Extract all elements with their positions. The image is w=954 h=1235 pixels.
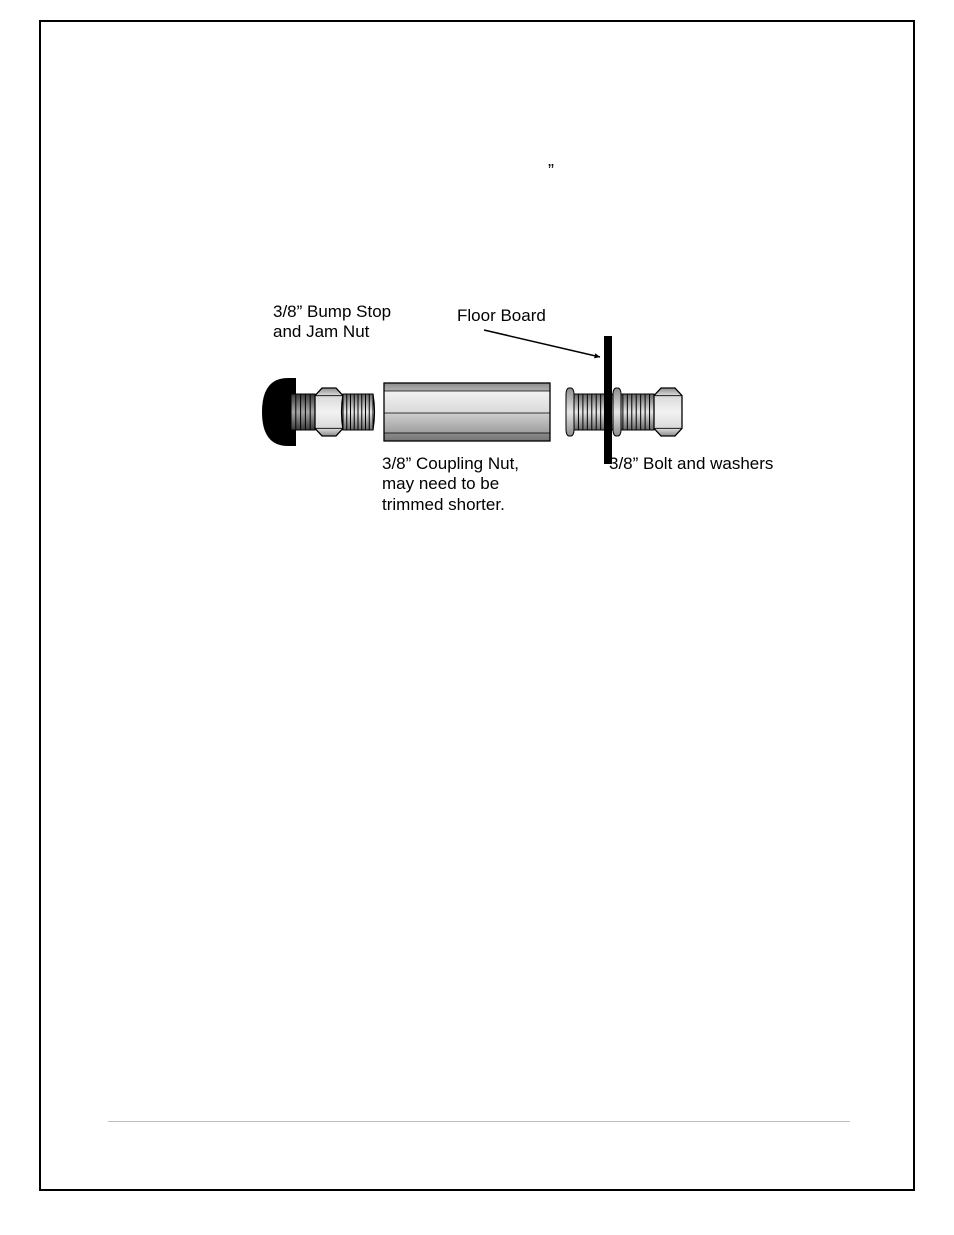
page: ” 3/8” Bump Stop and Jam Nut Floor Board…	[0, 0, 954, 1235]
label-bolt-washers: 3/8” Bolt and washers	[609, 454, 773, 474]
footer-rule	[108, 1121, 850, 1122]
label-floor-board: Floor Board	[457, 306, 546, 326]
page-border	[39, 20, 915, 1191]
stray-quote: ”	[548, 161, 554, 183]
label-bump-stop: 3/8” Bump Stop and Jam Nut	[273, 302, 391, 343]
label-coupling-nut: 3/8” Coupling Nut, may need to be trimme…	[382, 454, 519, 515]
